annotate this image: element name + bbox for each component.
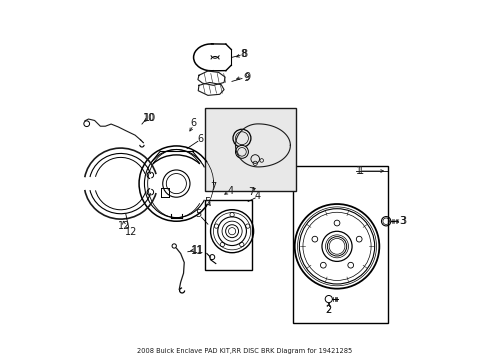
Text: 9: 9 <box>243 73 249 83</box>
Circle shape <box>235 145 248 158</box>
Text: 12: 12 <box>124 227 137 237</box>
Text: 6: 6 <box>190 118 196 128</box>
Text: 5: 5 <box>195 209 202 219</box>
Text: 7: 7 <box>248 187 254 197</box>
Text: 12: 12 <box>118 221 130 231</box>
Text: 2008 Buick Enclave PAD KIT,RR DISC BRK Diagram for 19421285: 2008 Buick Enclave PAD KIT,RR DISC BRK D… <box>137 348 351 354</box>
Text: 4: 4 <box>254 191 260 201</box>
Bar <box>204 108 296 191</box>
Text: 9: 9 <box>244 72 249 82</box>
Text: 7: 7 <box>209 182 216 192</box>
Text: 8: 8 <box>240 49 246 59</box>
Bar <box>204 200 251 270</box>
Text: 2: 2 <box>325 305 331 315</box>
Bar <box>292 166 387 323</box>
Text: 10: 10 <box>142 113 155 123</box>
Text: 1: 1 <box>358 166 364 176</box>
Text: 6: 6 <box>197 134 203 144</box>
Text: 2: 2 <box>325 305 331 315</box>
Text: 1: 1 <box>355 166 362 176</box>
Text: 5: 5 <box>203 197 210 207</box>
Text: 3: 3 <box>398 216 405 226</box>
Text: 4: 4 <box>226 186 233 196</box>
Text: 10: 10 <box>143 113 156 123</box>
Text: 11: 11 <box>191 246 203 256</box>
Text: 11: 11 <box>191 244 203 255</box>
Circle shape <box>232 129 250 147</box>
Text: 8: 8 <box>241 49 247 59</box>
Text: 3: 3 <box>399 216 405 226</box>
